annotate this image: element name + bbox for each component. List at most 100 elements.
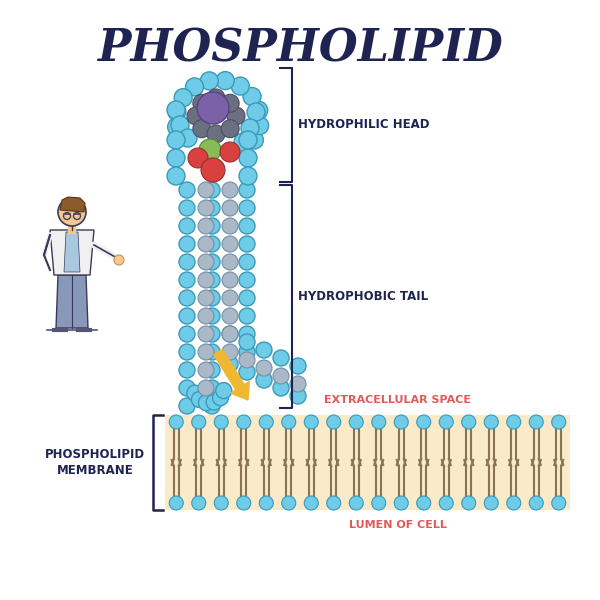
Circle shape	[251, 116, 269, 134]
Circle shape	[201, 158, 225, 182]
Circle shape	[222, 290, 238, 306]
Circle shape	[484, 415, 498, 429]
Circle shape	[179, 236, 195, 252]
Circle shape	[216, 383, 232, 398]
Circle shape	[241, 119, 259, 137]
Circle shape	[204, 182, 220, 198]
Circle shape	[187, 385, 203, 401]
Circle shape	[327, 496, 341, 510]
Circle shape	[222, 344, 238, 360]
Circle shape	[239, 334, 255, 350]
Circle shape	[273, 380, 289, 396]
Text: LUMEN OF CELL: LUMEN OF CELL	[349, 520, 446, 530]
Circle shape	[179, 200, 195, 216]
Circle shape	[394, 415, 408, 429]
Circle shape	[349, 496, 363, 510]
Circle shape	[114, 255, 124, 265]
Circle shape	[552, 415, 566, 429]
Circle shape	[193, 120, 211, 138]
Circle shape	[290, 376, 306, 392]
Circle shape	[239, 131, 257, 149]
Circle shape	[191, 391, 208, 407]
Circle shape	[239, 254, 255, 270]
Circle shape	[304, 415, 318, 429]
Circle shape	[239, 218, 255, 234]
Circle shape	[179, 326, 195, 342]
Circle shape	[216, 71, 234, 89]
Circle shape	[204, 380, 220, 396]
Circle shape	[222, 254, 238, 270]
Circle shape	[198, 218, 214, 234]
Circle shape	[439, 415, 453, 429]
Circle shape	[204, 398, 220, 414]
Circle shape	[198, 200, 214, 216]
Circle shape	[197, 92, 229, 124]
Circle shape	[179, 290, 195, 306]
Circle shape	[529, 496, 543, 510]
Circle shape	[239, 200, 255, 216]
Circle shape	[239, 182, 255, 198]
Circle shape	[198, 254, 214, 270]
Polygon shape	[60, 197, 85, 212]
Circle shape	[179, 362, 195, 378]
Circle shape	[204, 200, 220, 216]
Circle shape	[282, 415, 296, 429]
Circle shape	[507, 415, 521, 429]
Text: HYDROPHILIC HEAD: HYDROPHILIC HEAD	[298, 118, 430, 131]
Circle shape	[256, 360, 272, 376]
Circle shape	[187, 107, 205, 125]
Circle shape	[239, 326, 255, 342]
Circle shape	[169, 415, 183, 429]
Circle shape	[200, 72, 218, 90]
Circle shape	[179, 344, 195, 360]
Circle shape	[168, 103, 186, 121]
Circle shape	[167, 149, 185, 167]
Circle shape	[327, 415, 341, 429]
Circle shape	[394, 496, 408, 510]
Circle shape	[239, 290, 255, 306]
Circle shape	[417, 415, 431, 429]
Circle shape	[221, 120, 239, 138]
Circle shape	[222, 326, 238, 342]
Circle shape	[198, 326, 214, 342]
Circle shape	[239, 344, 255, 360]
Circle shape	[212, 389, 229, 406]
Circle shape	[207, 125, 225, 143]
Circle shape	[507, 496, 521, 510]
Circle shape	[256, 342, 272, 358]
Circle shape	[222, 326, 238, 342]
Circle shape	[462, 496, 476, 510]
Circle shape	[243, 88, 261, 106]
Circle shape	[198, 362, 214, 378]
Circle shape	[372, 415, 386, 429]
Circle shape	[214, 415, 228, 429]
Circle shape	[372, 496, 386, 510]
Circle shape	[193, 94, 211, 112]
Circle shape	[304, 496, 318, 510]
Circle shape	[206, 394, 222, 410]
Polygon shape	[64, 232, 80, 272]
Circle shape	[222, 308, 238, 324]
Circle shape	[239, 149, 257, 167]
Circle shape	[239, 364, 255, 380]
Circle shape	[256, 372, 272, 388]
Circle shape	[239, 308, 255, 324]
Circle shape	[198, 344, 214, 360]
Circle shape	[179, 398, 195, 414]
Circle shape	[192, 415, 206, 429]
Circle shape	[439, 496, 453, 510]
Circle shape	[214, 496, 228, 510]
Circle shape	[167, 131, 185, 149]
Circle shape	[231, 77, 249, 95]
Circle shape	[198, 182, 214, 198]
Circle shape	[198, 290, 214, 306]
Circle shape	[529, 415, 543, 429]
Circle shape	[198, 380, 214, 396]
Circle shape	[198, 236, 214, 252]
Circle shape	[204, 362, 220, 378]
Circle shape	[222, 218, 238, 234]
Circle shape	[174, 89, 192, 107]
Circle shape	[290, 388, 306, 404]
Circle shape	[185, 78, 203, 96]
Circle shape	[204, 308, 220, 324]
